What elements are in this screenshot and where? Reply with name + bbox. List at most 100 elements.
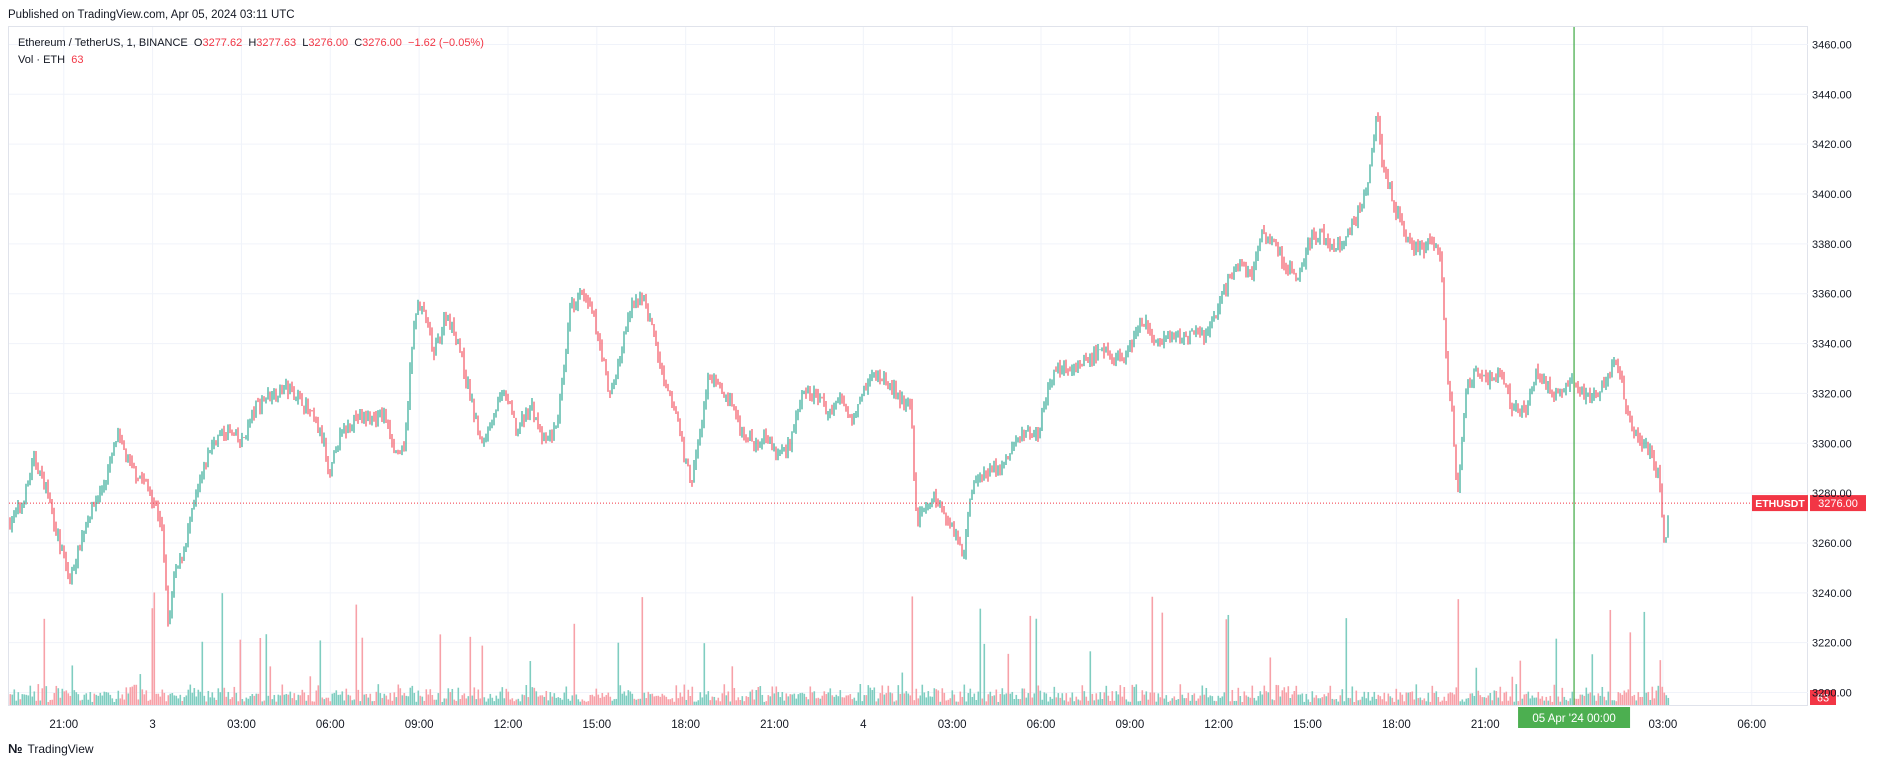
volume-bar — [89, 691, 92, 705]
volume-bar — [1551, 701, 1554, 705]
volume-bar — [941, 688, 944, 705]
volume-bar — [143, 694, 146, 705]
volume-bar — [555, 697, 558, 705]
volume-bar — [401, 695, 404, 705]
volume-bar — [1209, 695, 1212, 705]
volume-bar — [9, 694, 12, 705]
volume-bar — [1249, 697, 1252, 705]
volume-bar — [1159, 697, 1162, 705]
volume-bar — [347, 694, 350, 705]
volume-bar — [653, 696, 656, 705]
volume-bar — [1053, 686, 1056, 705]
volume-bar — [285, 693, 288, 705]
volume-bar — [355, 604, 358, 705]
volume-bar — [1257, 696, 1260, 705]
volume-bar — [1509, 696, 1512, 705]
volume-bar — [683, 684, 686, 705]
volume-bar — [351, 700, 354, 705]
volume-bar — [473, 687, 476, 705]
volume-bar — [501, 687, 504, 705]
volume-bar — [1457, 599, 1460, 705]
volume-bar — [1505, 691, 1508, 705]
volume-bar — [289, 691, 292, 705]
volume-bar — [65, 690, 68, 705]
volume-bar — [225, 696, 228, 705]
volume-bar — [201, 641, 204, 705]
volume-bar — [837, 696, 840, 705]
volume-bar — [1527, 691, 1530, 705]
volume-bar — [1631, 696, 1634, 705]
volume-label[interactable]: Vol · ETH — [18, 54, 66, 66]
volume-bar — [1051, 698, 1054, 705]
volume-bar — [1421, 700, 1424, 705]
volume-bar — [409, 687, 412, 705]
volume-bar — [817, 697, 820, 705]
volume-bar — [1045, 693, 1048, 705]
volume-bar — [1179, 684, 1182, 705]
volume-bar — [155, 693, 158, 705]
volume-bar — [925, 697, 928, 705]
volume-bar — [571, 695, 574, 705]
volume-bar — [361, 637, 364, 705]
volume-bar — [263, 700, 266, 705]
volume-bar — [1305, 693, 1308, 705]
volume-bar — [661, 693, 664, 705]
volume-bar — [893, 701, 896, 705]
volume-bar — [1089, 651, 1092, 705]
volume-bar — [1157, 693, 1160, 705]
volume-bar — [1417, 698, 1420, 705]
volume-bar — [1341, 689, 1344, 705]
volume-bar — [823, 691, 826, 705]
volume-bar — [477, 689, 480, 705]
volume-bar — [147, 700, 150, 705]
symbol-title[interactable]: Ethereum / TetherUS, 1, BINANCE — [18, 37, 188, 49]
volume-bar — [733, 687, 736, 705]
volume-bar — [1591, 654, 1594, 705]
volume-bar — [101, 695, 104, 705]
volume-bar — [1031, 697, 1034, 705]
volume-bar — [531, 687, 534, 705]
high-label: H — [248, 37, 257, 49]
chart-pane[interactable] — [8, 26, 1808, 706]
volume-bar — [1415, 684, 1418, 705]
volume-bar — [1515, 684, 1518, 705]
x-tick-label: 06:00 — [1737, 719, 1766, 731]
volume-bar — [257, 693, 260, 705]
volume-bar — [879, 693, 882, 705]
published-header: Published on TradingView.com, Apr 05, 20… — [8, 9, 295, 21]
volume-bar — [581, 699, 584, 705]
volume-bar — [1339, 695, 1342, 705]
brand-name[interactable]: TradingView — [27, 741, 94, 756]
volume-bar — [1387, 693, 1390, 705]
volume-bar — [1009, 693, 1012, 705]
volume-bar — [1549, 695, 1552, 705]
volume-bar — [1661, 686, 1664, 705]
volume-bar — [249, 696, 252, 705]
volume-bar — [1383, 692, 1386, 705]
volume-bar — [1283, 687, 1286, 705]
volume-bar — [831, 695, 834, 705]
volume-bar — [459, 699, 462, 705]
volume-bar — [1273, 700, 1276, 705]
volume-bar — [547, 700, 550, 705]
volume-bar — [1447, 693, 1450, 705]
tradingview-logo-icon[interactable]: № — [8, 741, 22, 756]
volume-bar — [539, 695, 542, 705]
volume-bar — [833, 696, 836, 705]
volume-bar — [439, 634, 442, 705]
volume-bar — [1133, 686, 1136, 705]
volume-bar — [61, 688, 64, 705]
volume-bar — [411, 685, 414, 705]
volume-bar — [1475, 667, 1478, 705]
volume-bar — [1271, 699, 1274, 705]
volume-bar — [917, 698, 920, 705]
volume-bar — [1199, 695, 1202, 705]
footer: № TradingView — [8, 741, 94, 756]
y-tick-label: 3200.00 — [1812, 688, 1852, 700]
volume-bar — [747, 696, 750, 705]
x-tick-label: 03:00 — [227, 719, 256, 731]
volume-bar — [1019, 699, 1022, 705]
volume-bar — [1465, 698, 1468, 705]
volume-bar — [169, 693, 172, 705]
